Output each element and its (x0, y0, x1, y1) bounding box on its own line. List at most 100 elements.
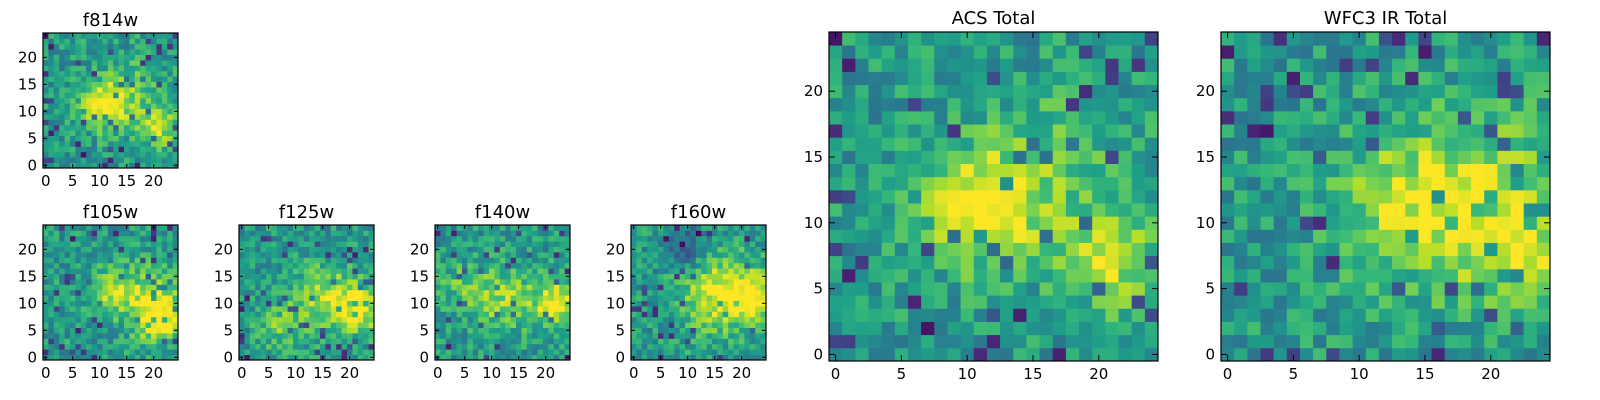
heatmap-cell (167, 97, 173, 104)
heatmap-cell (472, 311, 479, 318)
heatmap-cell (1221, 295, 1235, 309)
heatmap-cell (1523, 216, 1538, 230)
heatmap-cell (855, 242, 869, 257)
heatmap-cell (1221, 163, 1235, 178)
heatmap-cell (521, 322, 528, 328)
heatmap-cell (652, 268, 659, 274)
heatmap-cell (1444, 347, 1459, 362)
heatmap-cell (505, 322, 511, 328)
heatmap-cell (679, 300, 686, 307)
heatmap-cell (564, 230, 571, 237)
heatmap-cell (685, 257, 691, 264)
heatmap-cell (462, 349, 468, 355)
heatmap-cell (1497, 268, 1511, 283)
heatmap-cell (129, 295, 136, 301)
heatmap-cell (357, 252, 364, 258)
heatmap-cell (80, 162, 87, 169)
heatmap-cell (167, 316, 173, 323)
heatmap-cell (70, 279, 76, 285)
heatmap-cell (43, 65, 49, 72)
heatmap-cell (1471, 84, 1485, 99)
heatmap-cell (1118, 347, 1133, 362)
heatmap-cell (631, 230, 637, 237)
heatmap-cell (59, 54, 65, 61)
heatmap-cell (445, 289, 452, 296)
heatmap-cell (1131, 176, 1146, 191)
heatmap-cell (107, 135, 114, 142)
heatmap-cell (701, 343, 707, 350)
heatmap-cell (363, 322, 369, 328)
heatmap-cell (276, 327, 283, 334)
heatmap-cell (70, 349, 76, 355)
heatmap-cell (1286, 334, 1301, 349)
heatmap-cell (717, 235, 724, 242)
heatmap-cell (526, 300, 533, 307)
y-tick-label: 5 (813, 280, 823, 298)
heatmap-cell (701, 300, 707, 307)
heatmap-cell (97, 268, 103, 274)
heatmap-cell (352, 235, 359, 242)
heatmap-cell (1105, 255, 1119, 270)
heatmap-cell (59, 49, 65, 55)
heatmap-cell (64, 33, 71, 39)
heatmap-cell (494, 333, 501, 339)
heatmap-cell (1000, 189, 1014, 204)
heatmap-cell (472, 241, 479, 247)
heatmap-cell (48, 289, 55, 296)
heatmap-cell (118, 354, 125, 361)
heatmap-cell (1013, 255, 1027, 270)
heatmap-cell (276, 316, 283, 323)
heatmap-cell (526, 343, 533, 350)
heatmap-cell (293, 306, 299, 312)
heatmap-cell (1313, 176, 1327, 191)
heatmap-cell (276, 257, 283, 264)
heatmap-cell (140, 97, 146, 104)
plot-frame (42, 224, 179, 361)
heatmap-cell (717, 241, 724, 247)
heatmap-cell (1286, 71, 1301, 86)
heatmap-cell (1065, 242, 1080, 257)
heatmap-cell (658, 343, 664, 350)
heatmap-cell (445, 284, 452, 291)
heatmap-cell (755, 343, 761, 350)
x-tick-label: 20 (340, 364, 359, 382)
heatmap-cell (647, 300, 653, 307)
heatmap-cell (1092, 295, 1106, 309)
heatmap-cell (59, 114, 65, 120)
heatmap-cell (445, 268, 452, 274)
heatmap-cell (934, 282, 948, 296)
heatmap-cell (510, 268, 517, 274)
heatmap-cell (239, 257, 245, 264)
heatmap-cell (1392, 282, 1406, 296)
heatmap-cell (483, 235, 490, 242)
heatmap-cell (973, 282, 988, 296)
heatmap-cell (1105, 229, 1119, 243)
heatmap-cell (881, 150, 896, 164)
heatmap-cell (276, 268, 283, 274)
heatmap-cell (451, 289, 457, 296)
heatmap-cell (113, 306, 119, 312)
heatmap-cell (701, 279, 707, 285)
heatmap-cell (1273, 229, 1288, 243)
heatmap-cell (499, 289, 506, 296)
heatmap-cell (167, 289, 173, 296)
heatmap-cell (80, 343, 87, 350)
heatmap-cell (1286, 321, 1301, 336)
heatmap-cell (1026, 32, 1040, 46)
heatmap-cell (118, 322, 125, 328)
heatmap-cell (352, 279, 359, 285)
heatmap-cell (1247, 163, 1261, 178)
heatmap-cell (303, 349, 310, 355)
heatmap-cell (43, 146, 49, 153)
heatmap-cell (129, 114, 136, 120)
heatmap-cell (368, 349, 375, 355)
heatmap-cell (728, 268, 734, 274)
heatmap-cell (91, 43, 98, 50)
heatmap-cell (70, 252, 76, 258)
heatmap-cell (320, 311, 326, 318)
heatmap-cell (129, 135, 136, 142)
heatmap-cell (48, 306, 55, 312)
heatmap-cell (973, 308, 988, 322)
heatmap-cell (48, 119, 55, 126)
